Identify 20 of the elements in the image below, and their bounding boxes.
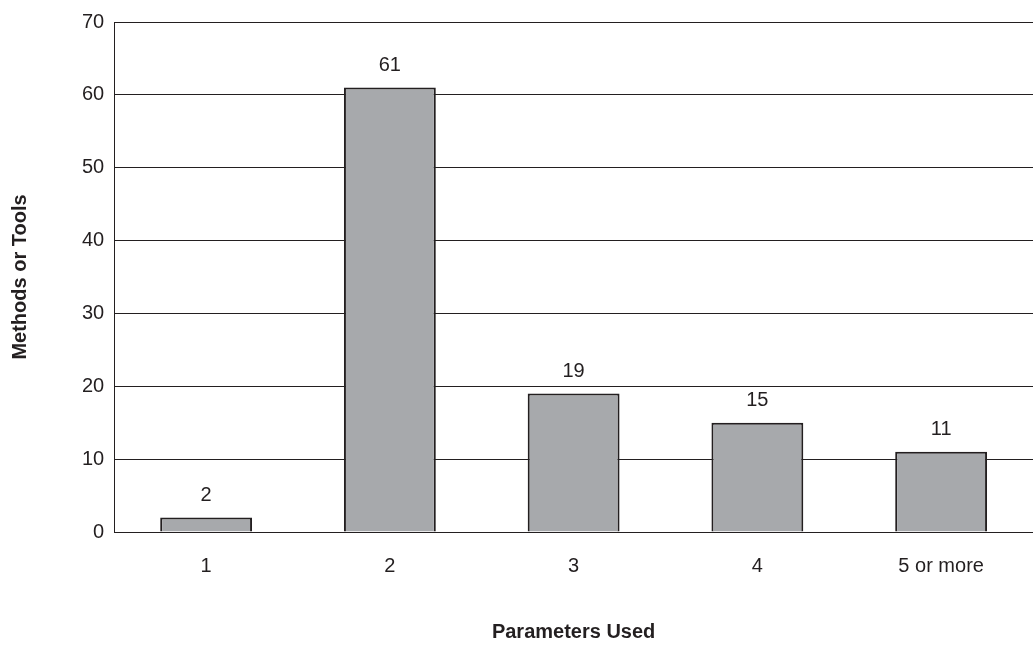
y-tick-label: 10 <box>82 446 105 469</box>
data-label: 61 <box>378 53 401 76</box>
y-tick-label: 70 <box>82 9 105 32</box>
y-tick-label: 30 <box>82 300 105 323</box>
y-tick-label: 40 <box>82 228 105 251</box>
x-tick-label: 3 <box>568 553 580 576</box>
x-tick-label: 4 <box>751 553 763 576</box>
x-axis-title: Parameters Used <box>491 619 656 642</box>
y-tick-label: 50 <box>82 155 105 178</box>
data-label: 15 <box>746 388 769 411</box>
x-tick-label: 2 <box>384 553 396 576</box>
x-tick-label: 1 <box>200 553 212 576</box>
data-label: 11 <box>930 417 952 440</box>
y-tick-label: 20 <box>82 373 105 396</box>
y-tick-label: 60 <box>82 82 105 105</box>
data-label: 2 <box>200 482 212 505</box>
y-tick-label: 0 <box>93 519 105 542</box>
y-axis-title: Methods or Tools <box>7 194 30 360</box>
data-label: 19 <box>562 359 585 382</box>
x-tick-label: 5 or more <box>898 553 984 576</box>
